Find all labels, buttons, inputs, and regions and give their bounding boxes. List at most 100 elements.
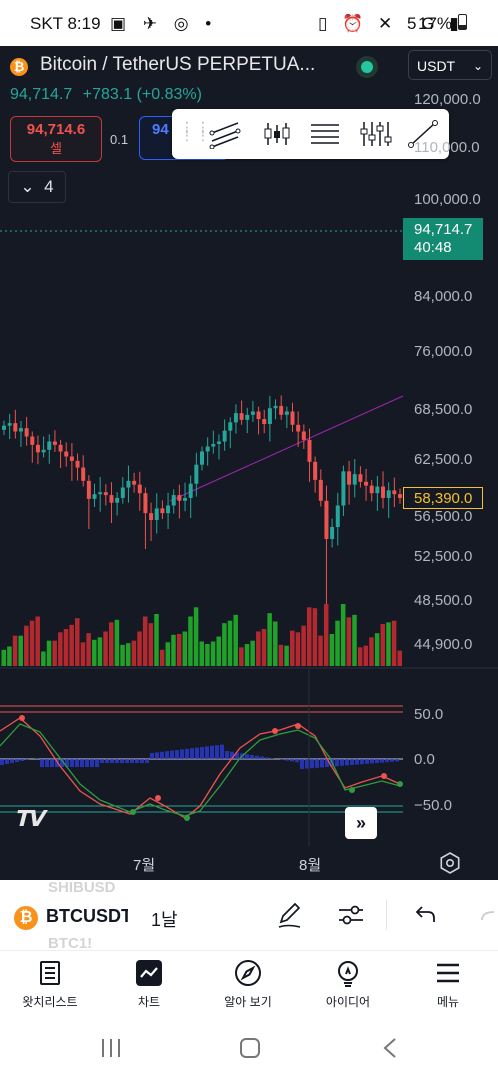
osc-histogram-bar <box>80 759 84 767</box>
chart-area[interactable]: ₿ Bitcoin / TetherUS PERPETUA... 94,714.… <box>0 46 498 880</box>
fib-retracement-icon[interactable] <box>308 119 342 149</box>
volume-bar <box>306 607 312 666</box>
nav-item-ideas[interactable]: 아이디어 <box>298 959 398 1019</box>
back-icon[interactable] <box>382 1037 398 1059</box>
osc-histogram-bar <box>235 752 239 759</box>
price-axis-label: 100,000.0 <box>414 191 481 208</box>
candle <box>188 483 193 498</box>
volume-bar <box>131 640 137 666</box>
volume-bar <box>267 613 272 666</box>
chart-canvas[interactable] <box>0 46 498 880</box>
volume-bar <box>114 619 120 666</box>
indicator-collapse-button[interactable]: ⌄ 4 <box>8 171 66 203</box>
chevron-down-icon: ⌄ <box>20 177 35 196</box>
volume-bar <box>284 645 289 666</box>
osc-histogram-bar <box>355 759 359 765</box>
candle <box>324 500 329 539</box>
currency-select[interactable]: USDT ⌄ <box>408 50 492 80</box>
last-visible-price-tag: 58,390.0 <box>403 487 483 509</box>
candle <box>245 414 250 420</box>
osc-histogram-bar <box>110 759 114 763</box>
price-axis-label: 48,500.0 <box>414 592 473 609</box>
symbol-title[interactable]: Bitcoin / TetherUS PERPETUA... <box>40 54 316 75</box>
pencil-icon[interactable] <box>274 900 304 930</box>
sell-button[interactable]: 94,714.6 셀 <box>10 116 102 162</box>
osc-histogram-bar <box>145 759 149 763</box>
settings-gear-icon[interactable] <box>439 852 461 874</box>
sliders-icon[interactable] <box>358 119 392 149</box>
interval-button[interactable]: 1날 <box>151 910 178 930</box>
drawing-toolbar[interactable]: ⋮⋮ ⋮⋮ <box>172 109 449 159</box>
candle <box>211 444 216 447</box>
menu-icon <box>437 963 459 983</box>
candle <box>52 441 57 445</box>
osc-histogram-bar <box>135 759 139 763</box>
nav-item-watchlist[interactable]: 왓치리스트 <box>0 959 100 1019</box>
osc-histogram-bar <box>130 759 134 763</box>
candle <box>200 451 204 465</box>
osc-histogram-bar <box>185 748 189 759</box>
osc-histogram-bar <box>150 753 154 759</box>
osc-histogram-bar <box>5 759 9 764</box>
osc-histogram-bar <box>90 759 94 767</box>
last-price: 94,714.7 <box>10 86 73 103</box>
scroll-to-latest-button[interactable]: » <box>345 807 377 839</box>
candle <box>239 413 244 420</box>
parallel-channel-icon[interactable] <box>208 119 242 149</box>
candle <box>222 430 227 442</box>
candle <box>154 508 159 520</box>
candle <box>103 492 108 496</box>
volume-bar <box>7 646 12 666</box>
buy-price: 94 <box>152 121 169 138</box>
volume-bar <box>69 624 74 666</box>
volume-bar <box>363 645 369 666</box>
price-axis-label: 110,000.0 <box>414 139 480 156</box>
osc-histogram-bar <box>345 759 349 766</box>
undo-icon[interactable] <box>410 900 440 930</box>
osc-histogram-bar <box>250 755 254 759</box>
osc-histogram-bar <box>280 759 284 760</box>
symbol-button[interactable]: BTCUSDT <box>46 906 128 926</box>
candle <box>296 424 301 432</box>
osc-histogram-bar <box>180 749 184 759</box>
redo-icon[interactable] <box>478 900 498 930</box>
osc-histogram-bar <box>310 759 314 769</box>
osc-histogram-bar <box>225 751 229 759</box>
candle <box>98 492 103 495</box>
indicators-icon[interactable] <box>336 900 366 930</box>
osc-histogram-bar <box>25 759 29 760</box>
recent-apps-icon[interactable] <box>100 1038 122 1058</box>
osc-histogram-bar <box>155 752 159 759</box>
volume-bar <box>148 623 154 666</box>
osc-histogram-bar <box>325 759 329 767</box>
volume-bar <box>176 634 182 666</box>
volume-bar <box>239 647 244 666</box>
volume-bar <box>374 633 380 666</box>
volume-bar <box>159 649 165 666</box>
volume-bar <box>171 634 176 666</box>
candle <box>375 486 380 494</box>
candle <box>250 411 255 415</box>
candle <box>284 411 289 415</box>
home-icon[interactable] <box>239 1037 261 1059</box>
volume-bar <box>256 631 261 666</box>
osc-histogram-bar <box>115 759 119 763</box>
volume-bar <box>357 647 363 666</box>
osc-histogram-bar <box>200 747 204 759</box>
candle <box>18 428 23 432</box>
time-axis-label: 8월 <box>299 857 322 874</box>
btc-coin-icon: ₿ <box>14 906 38 930</box>
osc-histogram-bar <box>320 759 324 768</box>
volume-bar <box>199 641 204 666</box>
nav-item-explore[interactable]: 알아 보기 <box>198 959 298 1019</box>
trend-line-icon[interactable] <box>406 119 440 149</box>
candles-icon[interactable] <box>260 119 294 149</box>
volume-bar <box>216 636 221 666</box>
nav-label: 왓치리스트 <box>22 995 78 1009</box>
osc-histogram-bar <box>335 759 339 767</box>
volume-bar <box>290 630 295 666</box>
osc-histogram-bar <box>190 748 194 759</box>
nav-item-chart[interactable]: 차트 <box>99 959 199 1019</box>
nav-item-menu[interactable]: 메뉴 <box>398 959 498 1019</box>
drag-handle-icon[interactable]: ⋮⋮ ⋮⋮ <box>180 119 212 143</box>
